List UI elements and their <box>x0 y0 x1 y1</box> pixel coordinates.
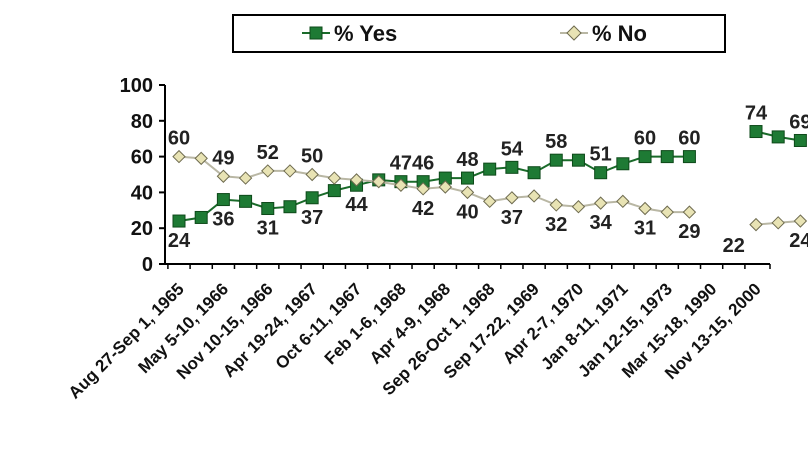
yes-point <box>461 171 474 185</box>
yes-point <box>616 157 630 171</box>
no-point <box>505 191 519 205</box>
yes-data-label: 24 <box>168 230 191 252</box>
data-labels: 24 36 31 37 44 47 46 48 54 58 51 60 60 74 69 60 49 52 50 42… <box>168 103 808 257</box>
yes-point <box>638 150 652 164</box>
yes-point <box>527 166 541 180</box>
y-tick-label: 100 <box>120 75 153 97</box>
yes-point <box>682 150 696 164</box>
y-tick-label: 60 <box>131 147 153 169</box>
yes-point <box>216 193 230 207</box>
no-data-label: 31 <box>634 218 656 240</box>
yes-point <box>571 153 585 167</box>
yes-point <box>261 202 275 216</box>
yes-data-label: 74 <box>745 103 768 125</box>
y-tick-label: 20 <box>131 218 153 240</box>
no-point <box>372 174 386 189</box>
no-data-label: 60 <box>168 128 190 150</box>
legend: % Yes % No <box>232 14 726 53</box>
no-point <box>749 217 763 232</box>
no-data-label: 32 <box>545 214 567 236</box>
yes-point <box>749 125 763 139</box>
no-point <box>527 189 541 203</box>
y-axis-ticks: 0 20 40 60 80 100 <box>120 75 165 276</box>
no-point <box>482 194 497 209</box>
yes-data-label: 48 <box>456 149 478 171</box>
no-point <box>238 171 253 185</box>
no-data-label: 52 <box>257 142 279 164</box>
no-point <box>216 169 231 183</box>
no-point <box>438 180 453 194</box>
no-point <box>283 164 297 178</box>
no-point <box>172 149 186 164</box>
yes-point <box>483 162 497 176</box>
yes-point <box>283 200 297 214</box>
yes-point <box>660 150 674 164</box>
y-tick-label: 0 <box>142 254 153 276</box>
yes-point <box>771 130 785 144</box>
yes-point <box>172 214 186 228</box>
no-data-label: 29 <box>678 221 700 243</box>
yes-data-label: 47 <box>390 153 412 175</box>
yes-data-label: 36 <box>212 209 234 231</box>
yes-point <box>505 160 519 174</box>
no-point <box>682 205 697 219</box>
no-point <box>349 173 364 187</box>
yes-data-label: 60 <box>634 128 656 150</box>
no-data-label: 37 <box>501 207 523 229</box>
legend-no-label: % No <box>592 21 647 46</box>
yes-data-label: 58 <box>545 131 567 153</box>
no-point <box>793 214 808 228</box>
yes-point <box>793 133 807 147</box>
no-point <box>660 205 674 219</box>
no-point <box>771 216 785 230</box>
yes-data-label: 69 <box>789 111 808 133</box>
legend-no-marker <box>566 25 582 41</box>
no-point <box>593 196 608 210</box>
yes-data-label: 51 <box>590 144 612 166</box>
legend-item-no: % No <box>560 21 647 46</box>
yes-point <box>305 191 319 205</box>
axes <box>164 85 771 269</box>
no-data-label: 24 <box>789 230 808 252</box>
no-point <box>616 194 630 209</box>
no-point <box>638 201 652 216</box>
no-point <box>460 185 475 200</box>
yes-point <box>594 166 608 180</box>
yes-data-label: 37 <box>301 207 323 229</box>
no-point <box>394 178 408 192</box>
no-point <box>305 167 319 182</box>
no-point <box>416 182 430 196</box>
no-data-label: 22 <box>723 235 745 257</box>
legend-yes-marker <box>309 26 323 40</box>
yes-point <box>549 153 563 167</box>
no-data-label: 40 <box>456 201 478 223</box>
yes-data-label: 60 <box>678 128 700 150</box>
series-yes <box>172 125 807 228</box>
no-data-label: 34 <box>590 212 613 234</box>
yes-point <box>327 184 341 198</box>
yes-data-label: 46 <box>412 153 434 175</box>
yes-data-label: 54 <box>501 138 524 160</box>
no-point <box>549 198 563 212</box>
no-point <box>194 151 208 166</box>
yes-point <box>239 194 253 208</box>
y-tick-label: 40 <box>131 182 153 204</box>
y-tick-label: 80 <box>131 111 153 133</box>
no-data-label: 42 <box>412 198 434 220</box>
series-no <box>172 149 808 232</box>
yes-data-label: 44 <box>345 194 368 216</box>
no-point <box>261 164 275 178</box>
legend-item-yes: % Yes <box>302 21 397 46</box>
no-point <box>571 200 586 214</box>
yes-data-label: 31 <box>257 218 279 240</box>
no-data-label: 49 <box>212 147 234 169</box>
yes-point <box>194 210 208 224</box>
legend-yes-label: % Yes <box>334 21 397 46</box>
no-point <box>327 171 342 185</box>
no-data-label: 50 <box>301 146 323 168</box>
